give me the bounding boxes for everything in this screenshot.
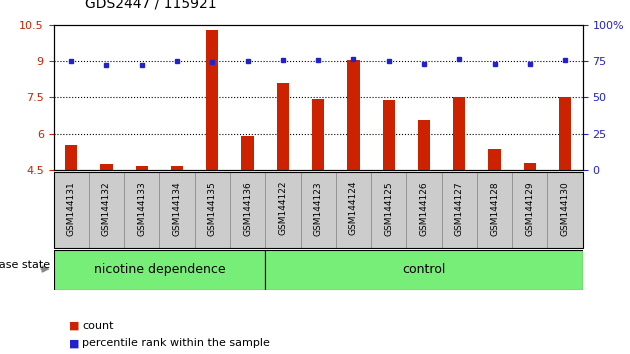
Bar (312, 98, 324, 170)
Text: GSM144127: GSM144127 (455, 181, 464, 235)
Bar (559, 97, 571, 170)
Text: GSM144134: GSM144134 (173, 181, 181, 235)
Bar (418, 120, 430, 170)
Text: nicotine dependence: nicotine dependence (94, 263, 225, 276)
Bar (124, 172, 159, 248)
Bar (371, 172, 406, 248)
Text: control: control (403, 263, 445, 276)
Text: GSM144131: GSM144131 (67, 181, 76, 236)
Bar (241, 136, 254, 170)
Text: GSM144130: GSM144130 (561, 181, 570, 236)
Text: GSM144129: GSM144129 (525, 181, 534, 235)
Text: GDS2447 / 115921: GDS2447 / 115921 (85, 0, 217, 11)
Text: ■: ■ (69, 321, 80, 331)
Bar (135, 166, 148, 170)
Text: GSM144126: GSM144126 (420, 181, 428, 235)
Text: GSM144135: GSM144135 (208, 181, 217, 236)
Bar (524, 163, 536, 170)
Text: GSM144123: GSM144123 (314, 181, 323, 235)
Bar (547, 172, 583, 248)
Bar (230, 172, 265, 248)
Bar (171, 166, 183, 170)
Bar (512, 172, 547, 248)
Bar (89, 172, 124, 248)
Text: percentile rank within the sample: percentile rank within the sample (82, 338, 270, 348)
Bar (100, 164, 113, 170)
Bar (54, 172, 89, 248)
Bar (477, 172, 512, 248)
Bar (442, 172, 477, 248)
Bar (336, 172, 371, 248)
Bar (195, 172, 230, 248)
Text: GSM144122: GSM144122 (278, 181, 287, 235)
Bar (65, 144, 77, 170)
Text: ■: ■ (69, 338, 80, 348)
Text: disease state: disease state (0, 261, 50, 270)
Text: GSM144136: GSM144136 (243, 181, 252, 236)
Text: GSM144128: GSM144128 (490, 181, 499, 235)
Bar (265, 250, 583, 290)
Text: count: count (82, 321, 113, 331)
Bar (206, 30, 219, 170)
Text: GSM144124: GSM144124 (349, 181, 358, 235)
Bar (301, 172, 336, 248)
Text: GSM144133: GSM144133 (137, 181, 146, 236)
Bar (265, 172, 301, 248)
Bar (406, 172, 442, 248)
Bar (159, 172, 195, 248)
Bar (277, 83, 289, 170)
Text: GSM144132: GSM144132 (102, 181, 111, 235)
Text: GSM144125: GSM144125 (384, 181, 393, 235)
Bar (453, 97, 466, 170)
Bar (347, 60, 360, 170)
Bar (382, 100, 395, 170)
Bar (54, 250, 265, 290)
Bar (488, 149, 501, 170)
